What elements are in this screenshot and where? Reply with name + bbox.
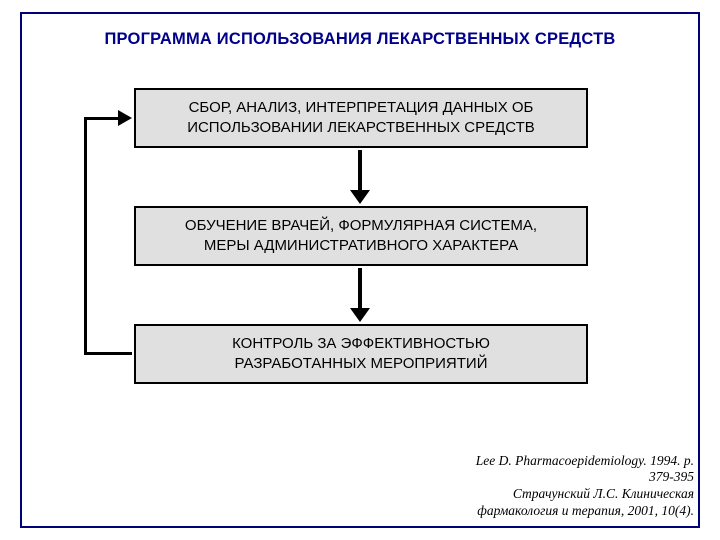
box2-line2: МЕРЫ АДМИНИСТРАТИВНОГО ХАРАКТЕРА	[204, 236, 518, 256]
box2-line1: ОБУЧЕНИЕ ВРАЧЕЙ, ФОРМУЛЯРНАЯ СИСТЕМА,	[185, 216, 537, 236]
flow-box-control: КОНТРОЛЬ ЗА ЭФФЕКТИВНОСТЬЮ РАЗРАБОТАННЫХ…	[134, 324, 588, 384]
citation-line1: Lee D. Pharmacoepidemiology. 1994. p.	[476, 453, 694, 470]
citation-line4: фармакология и терапия, 2001, 10(4).	[476, 503, 694, 520]
box1-line2: ИСПОЛЬЗОВАНИИ ЛЕКАРСТВЕННЫХ СРЕДСТВ	[187, 118, 535, 138]
flow-box-training: ОБУЧЕНИЕ ВРАЧЕЙ, ФОРМУЛЯРНАЯ СИСТЕМА, МЕ…	[134, 206, 588, 266]
diagram-title: ПРОГРАММА ИСПОЛЬЗОВАНИЯ ЛЕКАРСТВЕННЫХ СР…	[22, 30, 698, 49]
arrow-down-1	[350, 150, 370, 204]
flow-box-collection: СБОР, АНАЛИЗ, ИНТЕРПРЕТАЦИЯ ДАННЫХ ОБ ИС…	[134, 88, 588, 148]
feedback-line-bottom	[84, 352, 132, 355]
citation-text: Lee D. Pharmacoepidemiology. 1994. p. 37…	[476, 453, 694, 521]
box1-line1: СБОР, АНАЛИЗ, ИНТЕРПРЕТАЦИЯ ДАННЫХ ОБ	[189, 98, 534, 118]
citation-line3: Страчунский Л.С. Клиническая	[476, 486, 694, 503]
feedback-line-vertical	[84, 118, 87, 354]
outer-frame: ПРОГРАММА ИСПОЛЬЗОВАНИЯ ЛЕКАРСТВЕННЫХ СР…	[20, 12, 700, 528]
arrow-down-2	[350, 268, 370, 322]
feedback-line-top	[84, 117, 120, 120]
citation-line2: 379-395	[476, 469, 694, 486]
feedback-arrow-head	[118, 110, 132, 126]
box3-line1: КОНТРОЛЬ ЗА ЭФФЕКТИВНОСТЬЮ	[232, 334, 490, 354]
box3-line2: РАЗРАБОТАННЫХ МЕРОПРИЯТИЙ	[234, 354, 487, 374]
